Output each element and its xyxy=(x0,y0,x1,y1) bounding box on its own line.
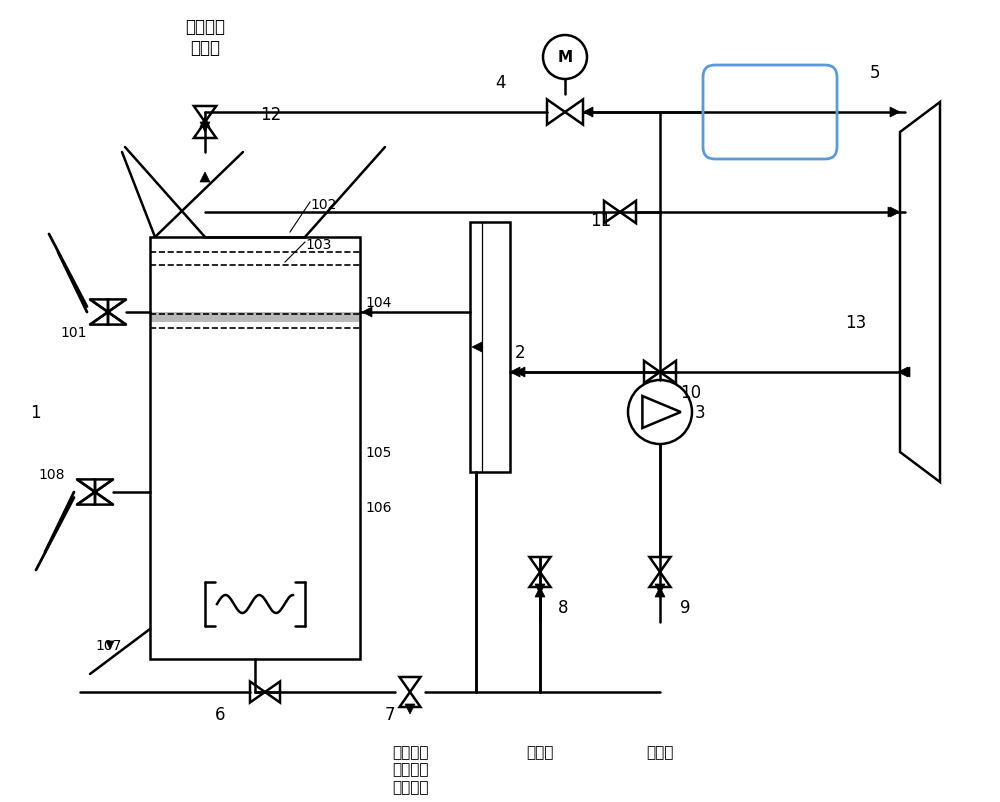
Polygon shape xyxy=(655,587,665,597)
Polygon shape xyxy=(362,308,372,318)
Text: 105: 105 xyxy=(365,445,391,460)
Polygon shape xyxy=(535,587,545,597)
Polygon shape xyxy=(200,172,210,183)
Polygon shape xyxy=(150,313,360,322)
Text: 10: 10 xyxy=(680,383,701,402)
Text: 至下一粉
体材料热
处理装置: 至下一粉 体材料热 处理装置 xyxy=(392,744,428,794)
Text: 102: 102 xyxy=(310,198,336,212)
Text: 101: 101 xyxy=(60,326,87,339)
Polygon shape xyxy=(510,367,520,378)
Text: 至废气回
收装置: 至废气回 收装置 xyxy=(185,18,225,57)
Text: 保护气: 保护气 xyxy=(526,744,554,759)
Polygon shape xyxy=(106,642,114,649)
Text: 11: 11 xyxy=(590,212,611,229)
Polygon shape xyxy=(515,367,525,378)
Polygon shape xyxy=(900,367,910,378)
Text: 1: 1 xyxy=(30,403,41,422)
Polygon shape xyxy=(890,208,900,217)
Text: 3: 3 xyxy=(695,403,706,422)
Text: 108: 108 xyxy=(38,468,65,481)
Text: 9: 9 xyxy=(680,598,690,616)
Text: 12: 12 xyxy=(260,106,281,124)
Text: 107: 107 xyxy=(95,638,121,652)
Polygon shape xyxy=(200,123,210,133)
Polygon shape xyxy=(583,107,593,118)
Text: 6: 6 xyxy=(215,705,226,723)
Text: M: M xyxy=(557,51,573,66)
Text: 103: 103 xyxy=(305,237,331,252)
Text: 13: 13 xyxy=(845,314,866,331)
Polygon shape xyxy=(890,107,900,118)
Polygon shape xyxy=(405,704,415,714)
Text: 104: 104 xyxy=(365,296,391,310)
Polygon shape xyxy=(472,342,482,353)
Polygon shape xyxy=(655,585,665,594)
Text: 7: 7 xyxy=(385,705,396,723)
Text: 2: 2 xyxy=(515,343,526,362)
Polygon shape xyxy=(888,208,898,217)
Polygon shape xyxy=(898,367,908,378)
Text: 5: 5 xyxy=(870,64,881,82)
Polygon shape xyxy=(200,118,210,128)
Polygon shape xyxy=(535,585,545,594)
Text: 8: 8 xyxy=(558,598,568,616)
Text: 4: 4 xyxy=(495,74,506,92)
Text: 106: 106 xyxy=(365,500,392,514)
Text: 反应气: 反应气 xyxy=(646,744,674,759)
